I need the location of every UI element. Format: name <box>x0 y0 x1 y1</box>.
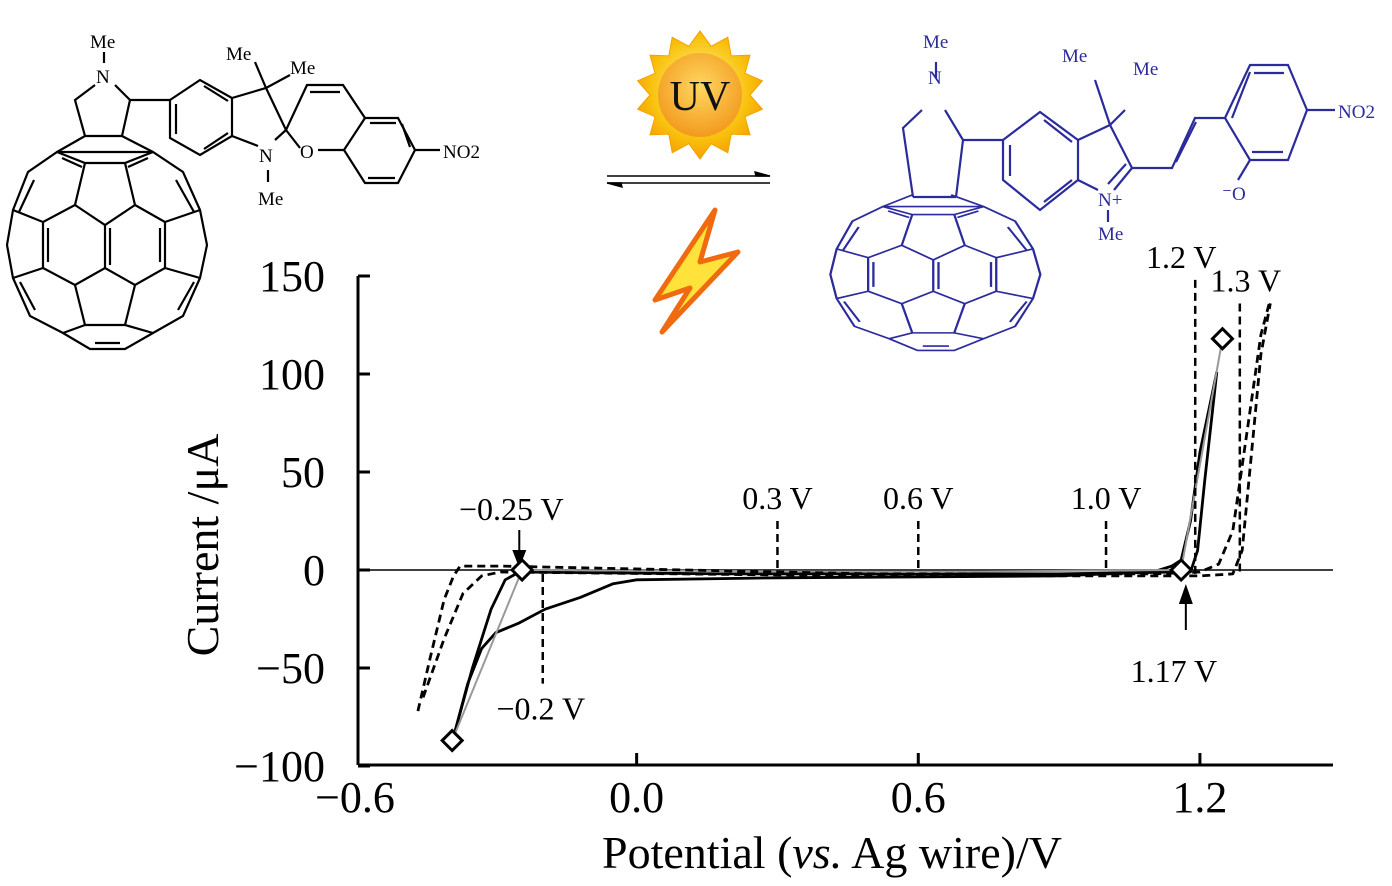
diamond-marker <box>440 728 465 753</box>
x-tick-label: −0.6 <box>315 773 395 822</box>
y-tick-label: 100 <box>259 350 325 399</box>
y-tick-label: −50 <box>256 644 325 693</box>
atom-label: Me <box>1062 46 1087 67</box>
uv-label: UV <box>670 74 731 120</box>
atom-label: Me <box>1133 59 1158 80</box>
arrow-head-icon <box>1178 584 1193 604</box>
left-molecule-labels: Me N Me Me N Me O NO2 <box>90 32 480 210</box>
series-solid-1 <box>452 371 1219 737</box>
equilibrium-arrows-icon <box>606 171 771 188</box>
atom-label: Me <box>1098 224 1123 245</box>
atom-label: NO2 <box>443 142 480 163</box>
atom-label: ⁻O <box>1222 184 1246 205</box>
x-axis-title: Potential (vs. Ag wire)/V <box>602 827 1062 878</box>
annotation-label: 1.3 V <box>1211 262 1282 298</box>
axes: 150 100 50 0 −50 −100−0.6 0.0 0.6 1.2 <box>234 252 1333 822</box>
y-axis-title: Current /μA <box>177 434 228 657</box>
atom-label: N+ <box>1098 190 1122 211</box>
lightning-icon <box>652 207 741 335</box>
y-tick-label: 0 <box>303 546 325 595</box>
x-axis-title-post: Ag wire)/V <box>842 827 1062 878</box>
markers <box>440 326 1235 753</box>
annotation-label: 0.6 V <box>883 480 954 516</box>
series-group <box>416 299 1272 741</box>
atom-label: N <box>928 68 942 89</box>
atom-label: Me <box>290 58 315 79</box>
spiropyran-fullerene-structure <box>5 52 440 351</box>
y-tick-label: −100 <box>234 742 325 791</box>
y-tick-label: 150 <box>259 252 325 301</box>
annotation-label: 1.2 V <box>1146 239 1217 275</box>
diamond-marker <box>1169 557 1194 583</box>
arrow-head-icon <box>512 550 527 568</box>
atom-label: Me <box>226 44 251 65</box>
annotation-label: −0.25 V <box>459 491 564 527</box>
x-axis-title-pre: Potential ( <box>602 827 792 878</box>
annotation-label: 1.17 V <box>1131 653 1218 689</box>
atom-label: Me <box>258 189 283 210</box>
sun-icon: UV <box>636 30 764 160</box>
atom-label: N <box>96 67 110 88</box>
atom-label: N <box>259 146 273 167</box>
x-tick-label: 1.2 <box>1172 773 1227 822</box>
series-dashed-1 <box>416 299 1272 712</box>
x-tick-label: 0.6 <box>891 773 946 822</box>
annotations: −0.25 V −0.2 V 0.3 V 0.6 V 1.0 V 1.2 V1.3 V 1.… <box>459 239 1281 727</box>
y-tick-label: 50 <box>281 448 325 497</box>
atom-label: Me <box>90 32 115 53</box>
diamond-marker <box>509 557 535 583</box>
annotation-label: −0.2 V <box>496 691 585 727</box>
annotation-label: 0.3 V <box>742 480 813 516</box>
x-axis-title-italic: vs. <box>792 827 842 878</box>
series-solid-2 <box>452 371 1219 737</box>
atom-label: Me <box>923 32 948 53</box>
merocyanine-fullerene-structure <box>829 62 1335 352</box>
series-dashed-2 <box>421 303 1272 698</box>
x-tick-label: 0.0 <box>609 773 664 822</box>
atom-label: NO2 <box>1338 102 1375 123</box>
right-molecule-labels: Me N Me Me N+ Me ⁻O NO2 <box>923 32 1375 245</box>
atom-label: O <box>300 142 314 163</box>
diamond-marker <box>1210 326 1235 351</box>
annotation-label: 1.0 V <box>1071 480 1142 516</box>
